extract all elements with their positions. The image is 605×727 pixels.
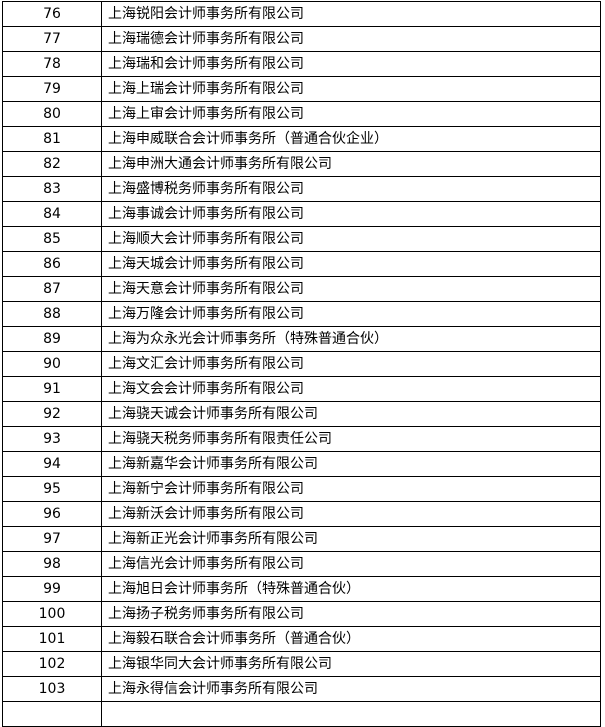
- table-row: 98 上海信光会计师事务所有限公司: [2, 551, 601, 577]
- table-row: 90 上海文汇会计师事务所有限公司: [2, 351, 601, 377]
- table-row: 94 上海新嘉华会计师事务所有限公司: [2, 451, 601, 477]
- row-number: 92: [2, 401, 102, 427]
- table-row: 76 上海锐阳会计师事务所有限公司: [2, 1, 601, 27]
- row-number: 83: [2, 176, 102, 202]
- firm-name: 上海锐阳会计师事务所有限公司: [101, 1, 601, 27]
- firm-name: 上海新正光会计师事务所有限公司: [101, 526, 601, 552]
- table-row: 87 上海天意会计师事务所有限公司: [2, 276, 601, 302]
- table-row: 80 上海上审会计师事务所有限公司: [2, 101, 601, 127]
- table-row-partial: [2, 701, 601, 727]
- firm-name: 上海申威联合会计师事务所（普通合伙企业）: [101, 126, 601, 152]
- row-number: 88: [2, 301, 102, 327]
- row-number: 99: [2, 576, 102, 602]
- row-number: 97: [2, 526, 102, 552]
- row-number: 87: [2, 276, 102, 302]
- row-number: 79: [2, 76, 102, 102]
- table-row: 103 上海永得信会计师事务所有限公司: [2, 676, 601, 702]
- table-row: 88 上海万隆会计师事务所有限公司: [2, 301, 601, 327]
- table-row: 101 上海毅石联合会计师事务所（普通合伙）: [2, 626, 601, 652]
- firm-name: 上海旭日会计师事务所（特殊普通合伙）: [101, 576, 601, 602]
- row-number: 103: [2, 676, 102, 702]
- firm-name: 上海新嘉华会计师事务所有限公司: [101, 451, 601, 477]
- row-number: 89: [2, 326, 102, 352]
- table-row: 81 上海申威联合会计师事务所（普通合伙企业）: [2, 126, 601, 152]
- firm-name: 上海扬子税务师事务所有限公司: [101, 601, 601, 627]
- row-number: [2, 701, 102, 727]
- firm-name: 上海新沃会计师事务所有限公司: [101, 501, 601, 527]
- row-number: 95: [2, 476, 102, 502]
- firm-name: 上海盛博税务师事务所有限公司: [101, 176, 601, 202]
- row-number: 90: [2, 351, 102, 377]
- table-row: 85 上海顺大会计师事务所有限公司: [2, 226, 601, 252]
- row-number: 93: [2, 426, 102, 452]
- row-number: 98: [2, 551, 102, 577]
- row-number: 101: [2, 626, 102, 652]
- row-number: 81: [2, 126, 102, 152]
- firm-name: 上海信光会计师事务所有限公司: [101, 551, 601, 577]
- row-number: 76: [2, 1, 102, 27]
- table-row: 77 上海瑞德会计师事务所有限公司: [2, 26, 601, 52]
- table-row: 83 上海盛博税务师事务所有限公司: [2, 176, 601, 202]
- table-row: 97 上海新正光会计师事务所有限公司: [2, 526, 601, 552]
- firm-name: 上海瑞和会计师事务所有限公司: [101, 51, 601, 77]
- table-row: 79 上海上瑞会计师事务所有限公司: [2, 76, 601, 102]
- row-number: 100: [2, 601, 102, 627]
- firm-name: [101, 701, 601, 727]
- firm-name: 上海银华同大会计师事务所有限公司: [101, 651, 601, 677]
- firm-name: 上海万隆会计师事务所有限公司: [101, 301, 601, 327]
- firm-name: 上海顺大会计师事务所有限公司: [101, 226, 601, 252]
- table-row: 100 上海扬子税务师事务所有限公司: [2, 601, 601, 627]
- table-row: 99 上海旭日会计师事务所（特殊普通合伙）: [2, 576, 601, 602]
- table-row: 91 上海文会会计师事务所有限公司: [2, 376, 601, 402]
- row-number: 85: [2, 226, 102, 252]
- row-number: 94: [2, 451, 102, 477]
- row-number: 96: [2, 501, 102, 527]
- firm-name: 上海天意会计师事务所有限公司: [101, 276, 601, 302]
- firm-name: 上海骁天税务师事务所有限责任公司: [101, 426, 601, 452]
- row-number: 86: [2, 251, 102, 277]
- firm-name: 上海永得信会计师事务所有限公司: [101, 676, 601, 702]
- firm-name: 上海文汇会计师事务所有限公司: [101, 351, 601, 377]
- firm-name: 上海新宁会计师事务所有限公司: [101, 476, 601, 502]
- firm-name: 上海申洲大通会计师事务所有限公司: [101, 151, 601, 177]
- firm-name: 上海上审会计师事务所有限公司: [101, 101, 601, 127]
- row-number: 80: [2, 101, 102, 127]
- table-row: 102 上海银华同大会计师事务所有限公司: [2, 651, 601, 677]
- row-number: 84: [2, 201, 102, 227]
- row-number: 82: [2, 151, 102, 177]
- table-row: 93 上海骁天税务师事务所有限责任公司: [2, 426, 601, 452]
- row-number: 77: [2, 26, 102, 52]
- row-number: 91: [2, 376, 102, 402]
- table-row: 95 上海新宁会计师事务所有限公司: [2, 476, 601, 502]
- firm-name: 上海文会会计师事务所有限公司: [101, 376, 601, 402]
- table-row: 92 上海骁天诚会计师事务所有限公司: [2, 401, 601, 427]
- table-row: 82 上海申洲大通会计师事务所有限公司: [2, 151, 601, 177]
- table-row: 84 上海事诚会计师事务所有限公司: [2, 201, 601, 227]
- table-row: 96 上海新沃会计师事务所有限公司: [2, 501, 601, 527]
- firm-name: 上海上瑞会计师事务所有限公司: [101, 76, 601, 102]
- table-row: 89 上海为众永光会计师事务所（特殊普通合伙）: [2, 326, 601, 352]
- firm-name: 上海瑞德会计师事务所有限公司: [101, 26, 601, 52]
- firm-name: 上海为众永光会计师事务所（特殊普通合伙）: [101, 326, 601, 352]
- table-row: 86 上海天城会计师事务所有限公司: [2, 251, 601, 277]
- firm-name: 上海骁天诚会计师事务所有限公司: [101, 401, 601, 427]
- firm-name: 上海事诚会计师事务所有限公司: [101, 201, 601, 227]
- row-number: 78: [2, 51, 102, 77]
- firm-name: 上海毅石联合会计师事务所（普通合伙）: [101, 626, 601, 652]
- table-row: 78 上海瑞和会计师事务所有限公司: [2, 51, 601, 77]
- firm-name: 上海天城会计师事务所有限公司: [101, 251, 601, 277]
- row-number: 102: [2, 651, 102, 677]
